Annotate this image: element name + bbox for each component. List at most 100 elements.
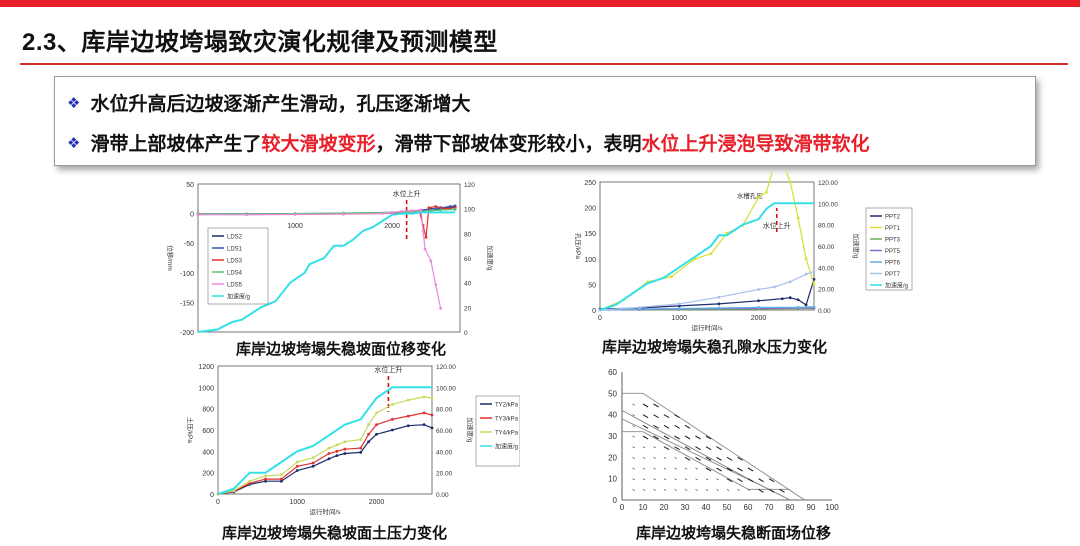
y2-tick-label: 120.00: [436, 364, 456, 371]
series-point-4: [439, 306, 442, 310]
annotation-label-2: 水槽孔压: [737, 191, 764, 200]
y-tick-label: 10: [608, 475, 617, 484]
displacement-vector: [632, 446, 635, 449]
displacement-vector: [716, 467, 722, 472]
series-point-0: [406, 424, 410, 428]
displacement-vector: [758, 478, 764, 483]
displacement-vector: [747, 467, 754, 472]
displacement-vector: [632, 403, 635, 406]
y-tick-label: -100: [180, 271, 194, 278]
displacement-vector: [705, 456, 712, 461]
series-point-1: [788, 180, 792, 184]
displacement-vector: [663, 457, 667, 459]
y-tick-label: 200: [584, 206, 596, 213]
series-point-1: [375, 423, 378, 427]
displacement-vector: [632, 425, 635, 427]
displacement-vector: [653, 457, 656, 459]
y2-tick-label: 60.00: [818, 244, 835, 251]
legend-label: PPT1: [885, 226, 901, 232]
series-point-0: [788, 296, 792, 300]
annotation-label: 水位上升: [393, 189, 421, 198]
displacement-vector: [653, 424, 659, 429]
legend-label: TY4/kPa: [495, 431, 519, 437]
displacement-vector: [642, 424, 649, 429]
series-point-0: [295, 469, 299, 472]
displacement-vector: [684, 424, 691, 429]
plot-frame: [599, 181, 815, 311]
series-point-3: [453, 208, 457, 211]
x-tick-label: 80: [786, 503, 795, 512]
y-tick-label: -200: [180, 330, 194, 337]
y2-tick-label: 80: [464, 231, 472, 238]
series-point-3: [429, 209, 433, 213]
x-axis-label: 运行时间/s: [691, 323, 723, 332]
displacement-vector: [747, 489, 751, 491]
series-point-4: [342, 212, 345, 216]
y-tick-label: 50: [588, 282, 596, 289]
y2-tick-label: 20.00: [818, 287, 835, 294]
y-axis-label: 土压/kPa: [186, 417, 195, 443]
series-point-1: [406, 414, 410, 418]
displacement-vector: [632, 435, 635, 438]
displacement-vector: [663, 435, 670, 440]
series-point-1: [295, 464, 299, 468]
y2-tick-label: 80.00: [436, 407, 453, 414]
y-axis-label: 位移/mm: [166, 245, 175, 271]
legend-label: PPT3: [885, 238, 901, 244]
displacement-vector: [653, 403, 659, 408]
displacement-vector: [663, 446, 670, 451]
y-tick-label: -50: [184, 241, 194, 248]
displacement-vector: [642, 446, 646, 449]
displacement-vector: [747, 478, 754, 483]
legend-box: [865, 207, 913, 291]
y2-tick-label: 100.00: [436, 385, 456, 392]
displacement-vector: [684, 467, 688, 470]
series-point-0: [280, 479, 283, 483]
y-tick-label: 800: [202, 407, 214, 414]
title-divider: [20, 63, 1068, 65]
series-point-3: [439, 208, 442, 212]
bullet-2: ❖ 滑带上部坡体产生了较大滑坡变形，滑带下部坡体变形较小，表明水位上升浸泡导致滑带…: [67, 129, 870, 156]
legend-label: PPT7: [885, 272, 901, 278]
legend-label: LDS2: [227, 235, 243, 241]
series-line-3: [217, 386, 432, 495]
series-point-4: [812, 305, 816, 309]
displacement-vector: [642, 435, 649, 440]
bullet-1: ❖ 水位升高后边坡逐渐产生滑动，孔压逐渐增大: [67, 89, 470, 116]
displacement-vector: [632, 457, 635, 459]
x-tick-label: 20: [660, 503, 669, 512]
caption-displacement: 库岸边坡垮塌失稳坡面位移变化: [236, 341, 447, 358]
displacement-vector: [663, 414, 670, 419]
displacement-vector: [726, 456, 733, 461]
boundary-line-1: [621, 410, 791, 501]
series-point-1: [448, 205, 452, 208]
series-point-4: [796, 306, 800, 309]
displacement-vector: [663, 424, 670, 429]
series-point-0: [717, 302, 721, 306]
displacement-vector: [695, 456, 701, 461]
displacement-chart: 50 0 -50 -100 -150 -200 120 100 80 60 40 20 0 1000 200…: [166, 182, 495, 337]
bullet-2-highlight-1: 较大滑坡变形: [261, 134, 376, 155]
legend-box: [207, 227, 269, 305]
series-line-2: [217, 396, 433, 495]
displacement-vector: [705, 467, 712, 472]
x-tick-label: 60: [744, 503, 753, 512]
y-tick-label: 50: [608, 389, 617, 398]
series-point-0: [264, 479, 267, 483]
displacement-vector: [684, 489, 688, 491]
series-point-2: [335, 443, 339, 447]
series-point-1: [248, 481, 252, 485]
series-point-5: [638, 306, 642, 309]
series-point-0: [796, 298, 800, 302]
series-point-0: [343, 452, 347, 455]
series-point-2: [327, 446, 331, 450]
series-point-4: [419, 208, 423, 212]
y2-tick-label: 40.00: [818, 265, 835, 272]
displacement-vector: [663, 489, 667, 491]
bullet-2-text-a: 滑带上部坡体产生了: [90, 134, 262, 155]
series-point-0: [812, 277, 816, 281]
legend-label: 加速度/g: [495, 443, 518, 451]
top-accent-bar: [0, 0, 1080, 7]
displacement-vector: [653, 478, 656, 481]
displacement-vector: [632, 489, 635, 491]
